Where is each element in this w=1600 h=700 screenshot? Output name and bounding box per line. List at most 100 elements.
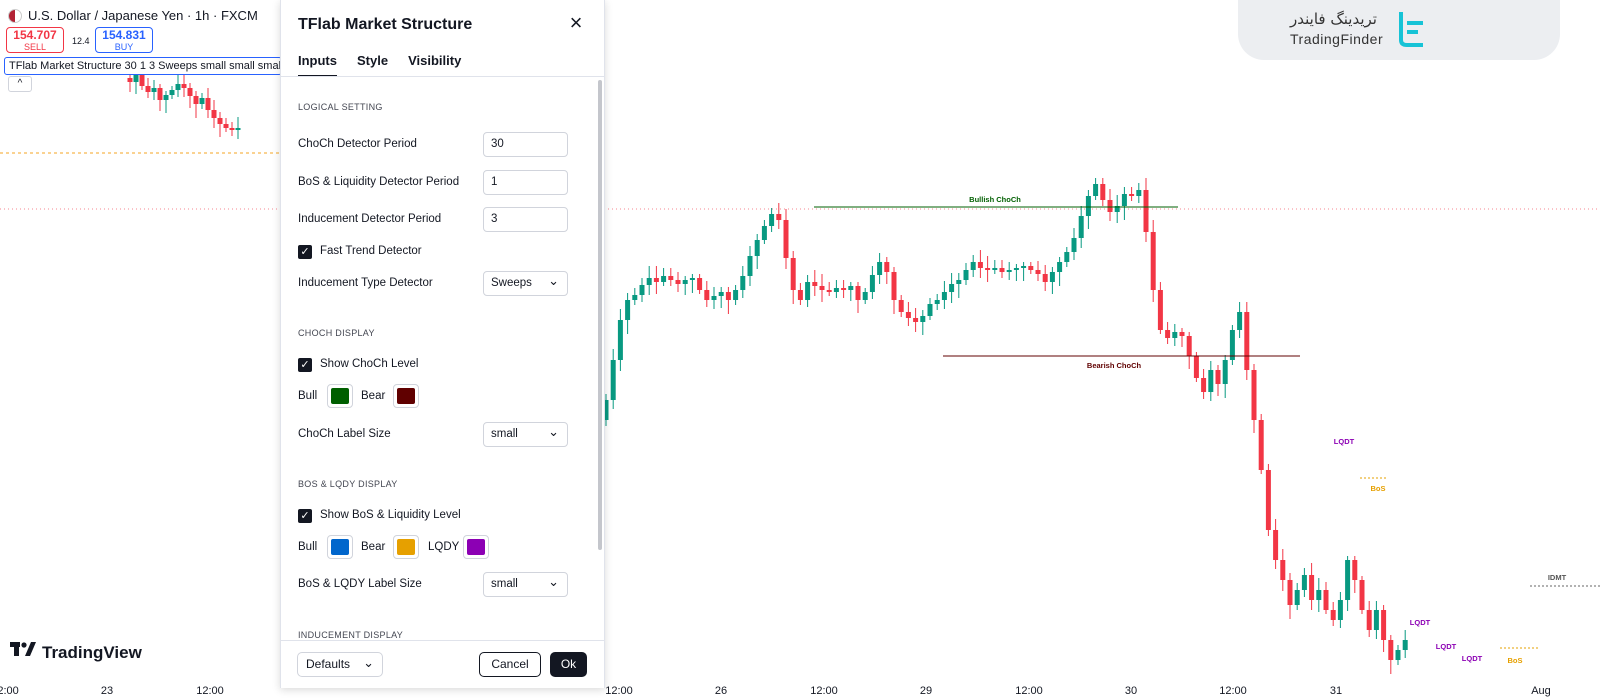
- candle-body: [1366, 610, 1372, 630]
- bos-bear-color-button[interactable]: [393, 535, 419, 559]
- choch-bull-color-button[interactable]: [327, 384, 353, 408]
- candle-body: [1280, 560, 1286, 580]
- candle-body: [1035, 270, 1041, 274]
- candle-body: [1021, 266, 1027, 268]
- candle-body: [862, 292, 868, 300]
- symbol-header[interactable]: U.S. Dollar / Japanese Yen · 1h · FXCM: [8, 8, 258, 23]
- candle-body: [704, 290, 710, 300]
- dialog-scrollbar[interactable]: [598, 80, 602, 550]
- lqdt-label: LQDT: [1436, 642, 1457, 651]
- choch-size-select[interactable]: small: [483, 422, 568, 447]
- buy-button[interactable]: 154.831 BUY: [95, 27, 153, 53]
- candle-body: [1085, 196, 1091, 216]
- show-choch-checkbox[interactable]: ✓: [298, 358, 312, 372]
- lqdy-label: LQDY: [428, 541, 460, 553]
- bos-period-input[interactable]: 1: [483, 170, 568, 195]
- candle-body: [1316, 590, 1322, 600]
- inducement-period-input[interactable]: 3: [483, 207, 568, 232]
- candle-body: [819, 286, 825, 290]
- x-axis-label: 12:00: [605, 685, 633, 697]
- candle-body: [776, 214, 782, 220]
- candle-body: [1244, 312, 1250, 370]
- candle-body: [151, 88, 157, 92]
- candle-body: [689, 278, 695, 280]
- inducement-type-select[interactable]: Sweeps: [483, 271, 568, 296]
- candle-body: [963, 270, 969, 280]
- candle-body: [199, 98, 205, 104]
- choch-period-label: ChoCh Detector Period: [298, 138, 417, 150]
- fast-trend-checkbox[interactable]: ✓: [298, 245, 312, 259]
- candle-body: [217, 118, 223, 124]
- bos-label: BoS: [1371, 484, 1386, 493]
- candle-body: [1294, 590, 1300, 605]
- candle-body: [913, 318, 919, 322]
- section-logical-setting: LOGICAL SETTING: [298, 102, 383, 112]
- candle-body: [790, 258, 796, 290]
- candle-body: [187, 88, 193, 96]
- candle-body: [1330, 610, 1336, 620]
- candle-body: [1193, 356, 1199, 378]
- indicator-legend[interactable]: TFlab Market Structure 30 1 3 Sweeps sma…: [4, 57, 282, 75]
- candle-body: [970, 262, 976, 270]
- tab-visibility[interactable]: Visibility: [408, 53, 462, 68]
- candle-body: [1265, 470, 1271, 530]
- candle-body: [1129, 194, 1135, 196]
- candle-body: [175, 84, 181, 90]
- choch-bear-color-button[interactable]: [393, 384, 419, 408]
- candle-body: [934, 300, 940, 304]
- candle-body: [783, 220, 789, 258]
- candle-body: [740, 276, 746, 290]
- show-choch-label: Show ChoCh Level: [320, 358, 419, 370]
- candle-body: [1028, 266, 1034, 270]
- buy-price: 154.831: [102, 28, 146, 42]
- candle-body: [985, 268, 991, 270]
- candle-body: [675, 280, 681, 284]
- close-icon[interactable]: ×: [569, 10, 583, 35]
- bos-size-select[interactable]: small: [483, 572, 568, 597]
- candle-body: [625, 300, 631, 320]
- bearish-choch-label: Bearish ChoCh: [1087, 361, 1142, 370]
- sell-button[interactable]: 154.707 SELL: [6, 27, 64, 53]
- choch-period-input[interactable]: 30: [483, 132, 568, 157]
- cancel-button[interactable]: Cancel: [479, 652, 541, 677]
- ok-button[interactable]: Ok: [550, 652, 587, 677]
- candle-body: [891, 272, 897, 300]
- defaults-dropdown[interactable]: Defaults: [297, 651, 383, 677]
- candle-body: [754, 240, 760, 256]
- flag-icon: [8, 8, 22, 23]
- candle-body: [941, 292, 947, 300]
- candle-body: [769, 214, 775, 226]
- candle-body: [718, 292, 724, 296]
- candle-body: [956, 280, 962, 284]
- tradingview-logo: TradingView: [10, 642, 142, 663]
- lqdy-color-button[interactable]: [463, 535, 489, 559]
- candle-body: [617, 320, 623, 360]
- candle-body: [733, 290, 739, 300]
- symbol-title[interactable]: U.S. Dollar / Japanese Yen · 1h · FXCM: [28, 8, 258, 23]
- x-axis-label: 12:00: [196, 685, 224, 697]
- candle-body: [133, 74, 139, 82]
- candle-body: [1229, 330, 1235, 360]
- x-axis-label: Aug: [1531, 685, 1551, 697]
- candle-body: [1064, 252, 1070, 262]
- candle-body: [1093, 184, 1099, 196]
- x-axis-label: 29: [919, 685, 933, 697]
- bos-size-value: small: [491, 578, 518, 590]
- show-bos-checkbox[interactable]: ✓: [298, 509, 312, 523]
- candle-body: [668, 276, 674, 280]
- candle-body: [1165, 330, 1171, 338]
- inducement-period-label: Inducement Detector Period: [298, 213, 442, 225]
- tab-inputs[interactable]: Inputs: [298, 53, 337, 77]
- candle-body: [1402, 640, 1408, 650]
- x-axis-label: 23: [100, 685, 114, 697]
- section-inducement-display: INDUCEMENT DISPLAY: [298, 630, 404, 640]
- bos-bull-color-button[interactable]: [327, 535, 353, 559]
- candle-body: [1078, 216, 1084, 238]
- collapse-legend-button[interactable]: ^: [8, 76, 32, 92]
- candle-body: [1237, 312, 1243, 330]
- candle-body: [1186, 336, 1192, 356]
- candle-body: [761, 226, 767, 240]
- x-axis-label: 30: [1124, 685, 1138, 697]
- tab-style[interactable]: Style: [357, 53, 389, 68]
